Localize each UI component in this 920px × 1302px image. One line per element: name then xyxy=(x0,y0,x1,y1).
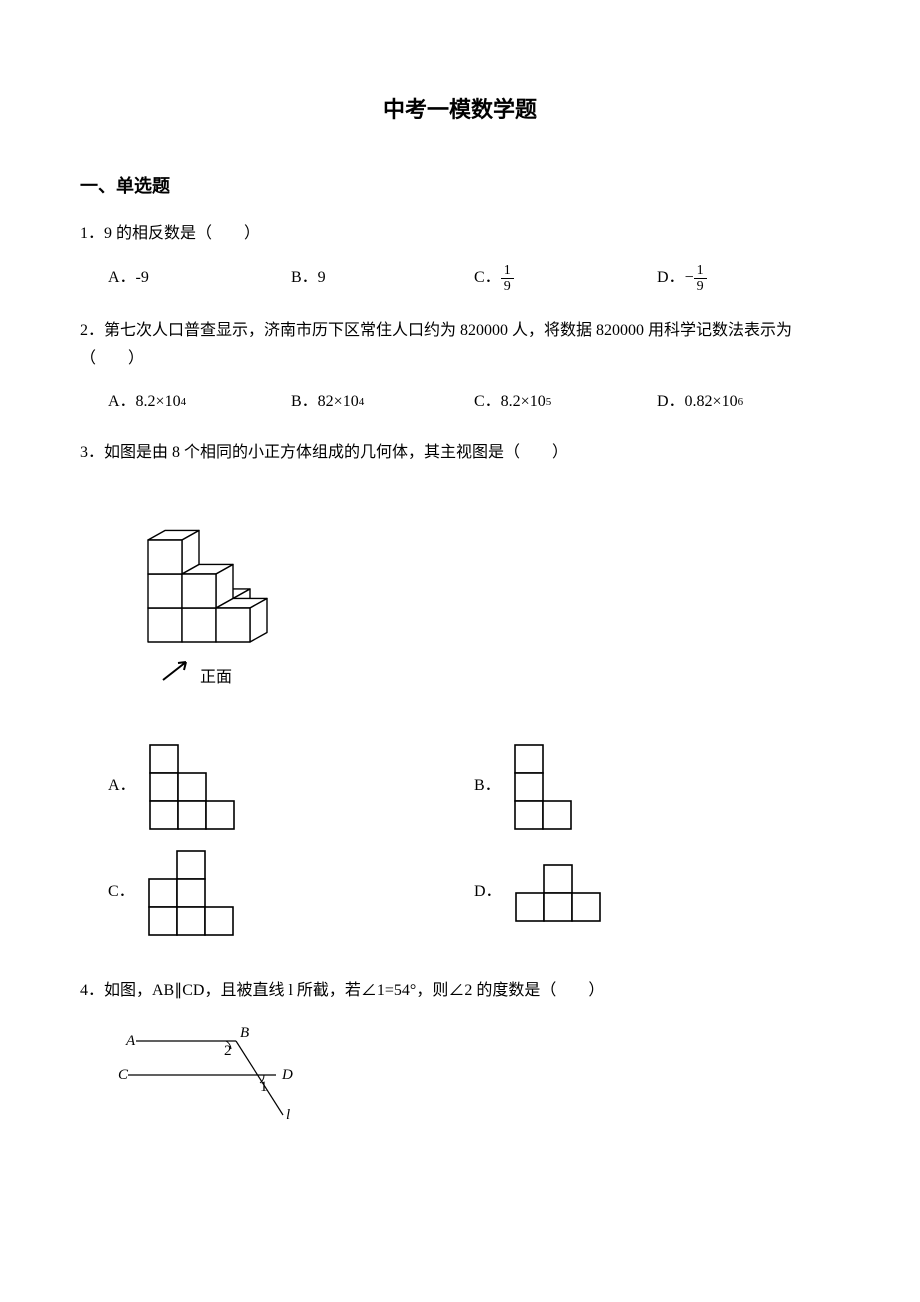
isometric-cubes-icon: 正面 xyxy=(108,482,308,712)
q3-text: 3．如图是由 8 个相同的小正方体组成的几何体，其主视图是（ ） xyxy=(80,439,840,468)
svg-text:l: l xyxy=(286,1107,290,1123)
q2-opt-d: D．0.82×106 xyxy=(657,388,840,417)
q3-opt-b: B． xyxy=(474,743,840,831)
front-view-option-d-icon xyxy=(514,863,602,923)
q1-opt-b: B．9 xyxy=(291,264,474,293)
svg-text:B: B xyxy=(240,1025,249,1041)
parallel-lines-transversal-icon: A B C Dl 2 1 xyxy=(108,1019,318,1129)
svg-text:2: 2 xyxy=(224,1043,232,1059)
q1-opt-c: C． 1 9 xyxy=(474,263,657,295)
q2-text: 2．第七次人口普查显示，济南市历下区常住人口约为 820000 人，将数据 82… xyxy=(80,317,840,375)
front-view-option-c-icon xyxy=(147,849,235,937)
q1-opt-a: A．-9 xyxy=(108,264,291,293)
q2-opt-a: A．8.2×104 xyxy=(108,388,291,417)
question-4: 4．如图，AB∥CD，且被直线 l 所截，若∠1=54°，则∠2 的度数是（ ）… xyxy=(80,977,840,1141)
question-2: 2．第七次人口普查显示，济南市历下区常住人口约为 820000 人，将数据 82… xyxy=(80,317,840,417)
q1-options: A．-9 B．9 C． 1 9 D． − 1 9 xyxy=(80,263,840,295)
page-title: 中考一模数学题 xyxy=(80,90,840,130)
fraction: 1 9 xyxy=(694,263,707,295)
q2-opt-b: B．82×104 xyxy=(291,388,474,417)
q1-opt-d: D． − 1 9 xyxy=(657,263,840,295)
q4-figure: A B C Dl 2 1 xyxy=(80,1019,840,1140)
section-heading: 一、单选题 xyxy=(80,170,840,202)
svg-text:A: A xyxy=(125,1033,136,1049)
q4-text: 4．如图，AB∥CD，且被直线 l 所截，若∠1=54°，则∠2 的度数是（ ） xyxy=(80,977,840,1006)
q2-opt-c: C．8.2×105 xyxy=(474,388,657,417)
front-view-option-b-icon xyxy=(513,743,573,831)
svg-text:D: D xyxy=(281,1067,293,1083)
svg-text:正面: 正面 xyxy=(200,669,232,686)
svg-text:1: 1 xyxy=(260,1079,268,1095)
front-view-option-a-icon xyxy=(148,743,236,831)
q3-iso-figure: 正面 xyxy=(80,482,840,723)
q2-options: A．8.2×104 B．82×104 C．8.2×105 D．0.82×106 xyxy=(80,388,840,417)
q3-options-row1: A． B． C． D． xyxy=(80,743,840,955)
q3-opt-c: C． xyxy=(108,849,474,937)
fraction: 1 9 xyxy=(501,263,514,295)
q3-opt-d: D． xyxy=(474,863,840,923)
question-1: 1．9 的相反数是（ ） A．-9 B．9 C． 1 9 D． − 1 9 xyxy=(80,220,840,295)
q1-text: 1．9 的相反数是（ ） xyxy=(80,220,840,249)
question-3: 3．如图是由 8 个相同的小正方体组成的几何体，其主视图是（ ） 正面 A． B… xyxy=(80,439,840,955)
q3-opt-a: A． xyxy=(108,743,474,831)
svg-text:C: C xyxy=(118,1067,129,1083)
